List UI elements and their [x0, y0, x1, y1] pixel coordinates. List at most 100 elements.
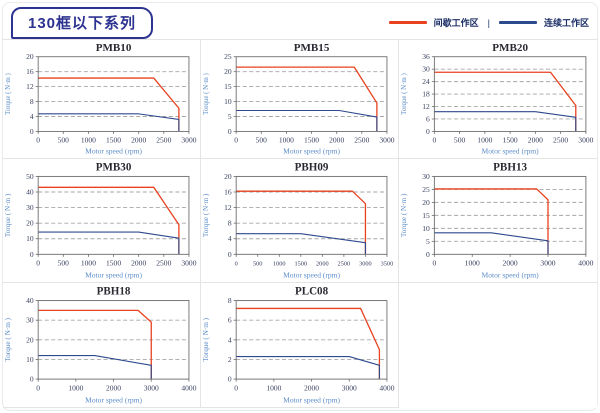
x-tick-label: 500	[58, 259, 69, 268]
chart-svg-pbh18: PBH18 0 10 20 30 40 0 1000 2000 3000 4000 Motor spe…	[4, 285, 197, 404]
x-axis-label: Motor speed (rpm)	[85, 270, 142, 279]
chart-svg-pmb10: PMB10 0 4 8 12 16 20 0 500 1000 1500 2000 2500 3000 Mo…	[4, 42, 197, 156]
y-tick-label: 36	[422, 52, 430, 61]
y-axis-label: Torque ( N·m )	[4, 73, 12, 115]
x-axis-label: Motor speed (rpm)	[283, 270, 340, 279]
x-tick-label: 3000	[181, 135, 196, 144]
chart-svg-pbh13: PBH13 0 5 10 15 20 25 30 0 1000 2000 3000 4000 Motor …	[400, 161, 594, 279]
continuous-line-swatch	[498, 21, 537, 24]
y-tick-label: 0	[30, 250, 34, 259]
plot-border	[235, 175, 388, 255]
chart-cell-pmb15: PMB15 0 5 10 15 20 25 0 500 1000 1500 2000 2500 3000 M…	[201, 40, 399, 159]
y-tick-label: 0	[228, 250, 232, 259]
continuous-curve	[236, 356, 380, 380]
y-tick-label: 8	[228, 296, 232, 305]
x-tick-label: 0	[234, 383, 238, 392]
y-tick-label: 16	[224, 187, 232, 196]
intermittent-curve	[38, 186, 180, 255]
y-tick-label: 8	[228, 219, 232, 228]
y-tick-label: 0	[228, 374, 232, 383]
intermittent-curve	[236, 66, 378, 132]
y-tick-label: 40	[26, 296, 34, 305]
plot-border	[37, 175, 190, 255]
x-axis-label: Motor speed (rpm)	[482, 147, 540, 156]
x-tick-label: 3000	[359, 261, 372, 268]
y-tick-label: 5	[228, 112, 232, 121]
x-tick-label: 0	[432, 135, 436, 144]
x-tick-label: 4000	[578, 259, 593, 268]
legend-label-intermittent: 间歇工作区	[433, 18, 479, 28]
legend-separator: |	[487, 17, 490, 28]
chart-cell-pbh18: PBH18 0 10 20 30 40 0 1000 2000 3000 4000 Motor spe…	[3, 283, 201, 408]
intermittent-curve	[434, 71, 577, 132]
y-tick-label: 15	[224, 82, 232, 91]
intermittent-line-swatch	[388, 21, 427, 24]
x-tick-label: 1000	[273, 261, 286, 268]
x-tick-label: 3500	[381, 261, 394, 268]
x-tick-label: 500	[58, 135, 70, 144]
x-tick-label: 0	[234, 135, 238, 144]
legend-label-continuous: 连续工作区	[543, 18, 589, 28]
x-tick-label: 0	[235, 261, 238, 268]
x-tick-label: 500	[454, 135, 466, 144]
x-tick-label: 2500	[553, 135, 568, 144]
x-axis-label: Motor speed (rpm)	[283, 147, 340, 156]
y-tick-label: 4	[30, 112, 34, 121]
x-tick-label: 2500	[156, 259, 171, 268]
continuous-curve	[434, 111, 577, 132]
x-tick-label: 1000	[279, 135, 294, 144]
chart-svg-pbh09: PBH09 0 4 8 12 16 20 0 500 1000 1500 2000 2500 3000 35…	[202, 161, 394, 279]
chart-svg-pmb20: PMB20 0 6 12 18 24 30 36 0 500 1000 1500 2000 2500 300…	[400, 42, 594, 156]
chart-cell-pbh13: PBH13 0 5 10 15 20 25 30 0 1000 2000 3000 4000 Motor …	[399, 159, 597, 283]
x-tick-label: 1500	[503, 135, 518, 144]
chart-title: PBH09	[295, 161, 329, 173]
x-tick-label: 2500	[338, 261, 351, 268]
y-tick-label: 0	[30, 374, 34, 383]
x-tick-label: 4000	[181, 383, 196, 392]
y-axis-label: Torque ( N·m )	[400, 193, 408, 237]
y-tick-label: 12	[224, 203, 232, 212]
y-tick-label: 0	[426, 250, 430, 259]
chart-cell-pmb30: PMB30 0 10 20 30 40 50 0 500 1000 1500 2000 2500 3000…	[3, 159, 201, 283]
continuous-curve	[236, 233, 366, 255]
x-tick-label: 2500	[354, 135, 369, 144]
x-tick-label: 0	[36, 135, 40, 144]
x-tick-label: 2000	[304, 383, 319, 392]
x-tick-label: 0	[432, 259, 436, 268]
x-axis-label: Motor speed (rpm)	[283, 395, 340, 404]
y-axis-label: Torque ( N·m )	[202, 193, 210, 237]
x-tick-label: 500	[253, 261, 262, 268]
x-axis-label: Motor speed (rpm)	[85, 147, 142, 156]
x-tick-label: 2000	[329, 135, 344, 144]
x-tick-label: 1000	[477, 135, 492, 144]
x-tick-label: 1000	[465, 259, 480, 268]
y-tick-label: 18	[422, 90, 430, 99]
chart-title: PBH18	[97, 285, 131, 297]
x-tick-label: 500	[256, 135, 268, 144]
x-tick-label: 2000	[131, 135, 146, 144]
y-tick-label: 8	[30, 97, 34, 106]
x-tick-label: 1000	[266, 383, 281, 392]
chart-title: PBH13	[493, 161, 527, 173]
page-title: 130框以下系列	[11, 7, 154, 39]
y-tick-label: 0	[426, 127, 430, 136]
y-tick-label: 20	[422, 198, 430, 207]
x-tick-label: 1500	[304, 135, 319, 144]
y-tick-label: 40	[26, 187, 34, 196]
continuous-curve	[38, 354, 152, 380]
x-tick-label: 3000	[144, 383, 159, 392]
y-axis-label: Torque ( N·m )	[202, 317, 210, 361]
chart-title: PLC08	[295, 285, 329, 297]
x-tick-label: 4000	[379, 383, 394, 392]
x-tick-label: 2500	[156, 135, 171, 144]
x-tick-label: 3000	[379, 135, 394, 144]
y-tick-label: 20	[26, 335, 34, 344]
y-tick-label: 16	[26, 67, 34, 76]
chart-title: PMB20	[492, 42, 528, 54]
y-tick-label: 20	[224, 67, 232, 76]
x-tick-label: 2000	[528, 135, 543, 144]
y-tick-label: 20	[26, 52, 34, 61]
x-tick-label: 3000	[342, 383, 357, 392]
y-tick-label: 2	[228, 355, 232, 364]
